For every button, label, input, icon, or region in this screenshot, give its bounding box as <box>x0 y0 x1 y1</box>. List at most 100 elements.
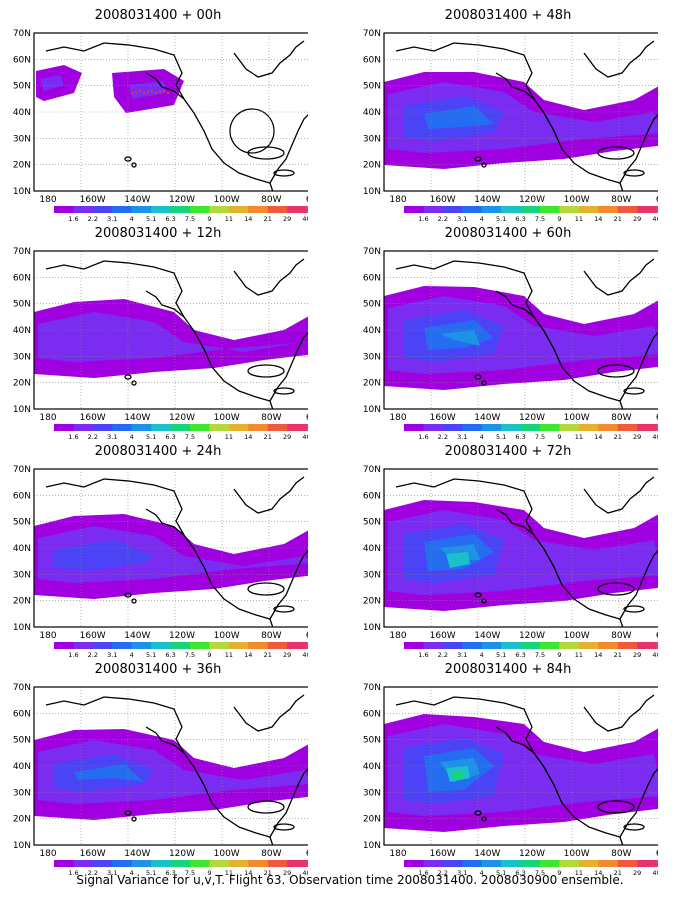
legend-swatch <box>540 642 560 649</box>
graticule <box>34 469 308 627</box>
longitude-tick-label: 180 <box>389 195 406 205</box>
coastline-segment <box>233 40 305 78</box>
island <box>481 162 487 168</box>
latitude-tick-label: 20N <box>363 597 381 607</box>
legend-swatch <box>442 860 463 867</box>
legend-swatch <box>228 424 249 431</box>
legend-level-label: 1.6 <box>418 215 428 223</box>
legend-swatch <box>540 860 560 867</box>
legend-swatch <box>287 206 308 213</box>
legend-swatch <box>267 642 288 649</box>
map-area <box>383 686 658 846</box>
variance-map: 10N 20N 30N 40N 50N 60N 70N 180 160W 140W 120W 100W… <box>363 465 658 659</box>
island <box>273 605 295 613</box>
variance-map: 10N 20N 30N 40N 50N 60N 70N 180 160W 140W 120W 100W… <box>13 465 308 659</box>
longitude-tick-label: 100W <box>564 195 590 205</box>
legend-level-label: 7.5 <box>185 651 195 659</box>
legend-level-label: 7.5 <box>185 215 195 223</box>
legend-level-label: 1.6 <box>418 869 428 877</box>
latitude-tick-label: 60N <box>13 709 31 719</box>
legend-level-label: 11 <box>575 215 583 223</box>
legend-swatch <box>287 424 308 431</box>
legend-swatch <box>54 642 74 649</box>
map-area <box>33 250 308 410</box>
map-panel-36h: 2008031400 + 36h 10N 20N 30N 40N 50N 60N 70N 18… <box>8 662 308 877</box>
longitude-tick-label: 60W <box>656 413 658 423</box>
latitude-tick-label: 30N <box>13 788 31 798</box>
latitude-tick-label: 10N <box>363 187 381 197</box>
legend-swatch <box>462 642 483 649</box>
legend-level-label: 3.1 <box>107 651 117 659</box>
legend-swatch <box>656 424 658 431</box>
legend-swatch <box>462 860 483 867</box>
legend-level-label: 14 <box>594 215 602 223</box>
latitude-tick-label: 30N <box>13 570 31 580</box>
legend-swatch <box>209 424 230 431</box>
legend-level-label: 40 <box>652 869 658 877</box>
legend-level-label: 21 <box>264 433 272 441</box>
flight-track-point <box>150 89 154 93</box>
legend-swatch <box>501 424 522 431</box>
longitude-tick-label: 160W <box>430 195 456 205</box>
map-frame <box>383 250 658 410</box>
legend-level-label: 11 <box>575 433 583 441</box>
latitude-tick-label: 60N <box>363 273 381 283</box>
legend-swatch <box>73 424 94 431</box>
longitude-tick-label: 120W <box>519 631 545 641</box>
island <box>474 592 482 598</box>
legend-level-label: 7.5 <box>535 433 545 441</box>
island <box>273 823 295 831</box>
panel-title: 2008031400 + 36h <box>94 662 222 677</box>
legend-level-label: 5.1 <box>146 215 156 223</box>
legend-swatch <box>92 424 113 431</box>
legend-level-label: 7.5 <box>185 869 195 877</box>
legend-swatch <box>92 860 113 867</box>
flight-track-point <box>138 89 142 93</box>
island <box>247 582 285 596</box>
legend-level-label: 14 <box>244 433 252 441</box>
coastline <box>45 476 308 627</box>
legend-swatch <box>442 206 463 213</box>
legend-swatch <box>151 206 172 213</box>
variance-shading <box>34 729 308 820</box>
latitude-tick-label: 40N <box>13 108 31 118</box>
color-legend: 1.6 2.2 3.1 4 5.1 6.3 7.5 9 11 14 21 29 40 <box>54 642 308 659</box>
coastline-segment <box>495 72 535 100</box>
variance-shading <box>384 714 658 832</box>
graticule <box>384 33 658 191</box>
latitude-tick-label: 30N <box>363 352 381 362</box>
legend-swatch <box>190 642 210 649</box>
longitude-tick-label: 180 <box>39 195 56 205</box>
map-panel-00h: 2008031400 + 00h 10N 20N 30N 40N 50N 60N 70N 18… <box>8 8 308 223</box>
legend-level-label: 29 <box>633 869 641 877</box>
color-legend: 1.6 2.2 3.1 4 5.1 6.3 7.5 9 11 14 21 29 40 <box>404 424 658 441</box>
legend-swatch <box>598 642 619 649</box>
legend-level-label: 21 <box>614 215 622 223</box>
variance-shading <box>384 286 658 390</box>
latitude-tick-label: 30N <box>363 788 381 798</box>
coastline-segment <box>269 550 308 620</box>
flight-track-point <box>166 91 170 95</box>
legend-swatch <box>131 206 152 213</box>
legend-swatch <box>559 860 580 867</box>
longitude-tick-label: 180 <box>39 413 56 423</box>
longitude-tick-label: 100W <box>564 413 590 423</box>
island <box>131 380 137 386</box>
legend-swatch <box>404 424 424 431</box>
map-panel-12h: 2008031400 + 12h 10N 20N 30N 40N 50N 60N 70N 18… <box>8 226 308 441</box>
latitude-tick-label: 50N <box>363 82 381 92</box>
longitude-tick-label: 80W <box>611 631 631 641</box>
legend-level-label: 4 <box>480 869 484 877</box>
latitude-tick-label: 60N <box>13 491 31 501</box>
island <box>597 800 635 814</box>
legend-level-label: 40 <box>652 433 658 441</box>
island <box>273 169 295 177</box>
legend-level-label: 40 <box>652 215 658 223</box>
longitude-tick-label: 80W <box>611 849 631 859</box>
legend-level-label: 11 <box>575 869 583 877</box>
legend-swatch <box>112 206 133 213</box>
legend-swatch <box>54 860 74 867</box>
longitude-tick-label: 80W <box>261 195 281 205</box>
longitude-tick-label: 120W <box>519 849 545 859</box>
legend-level-label: 5.1 <box>146 651 156 659</box>
